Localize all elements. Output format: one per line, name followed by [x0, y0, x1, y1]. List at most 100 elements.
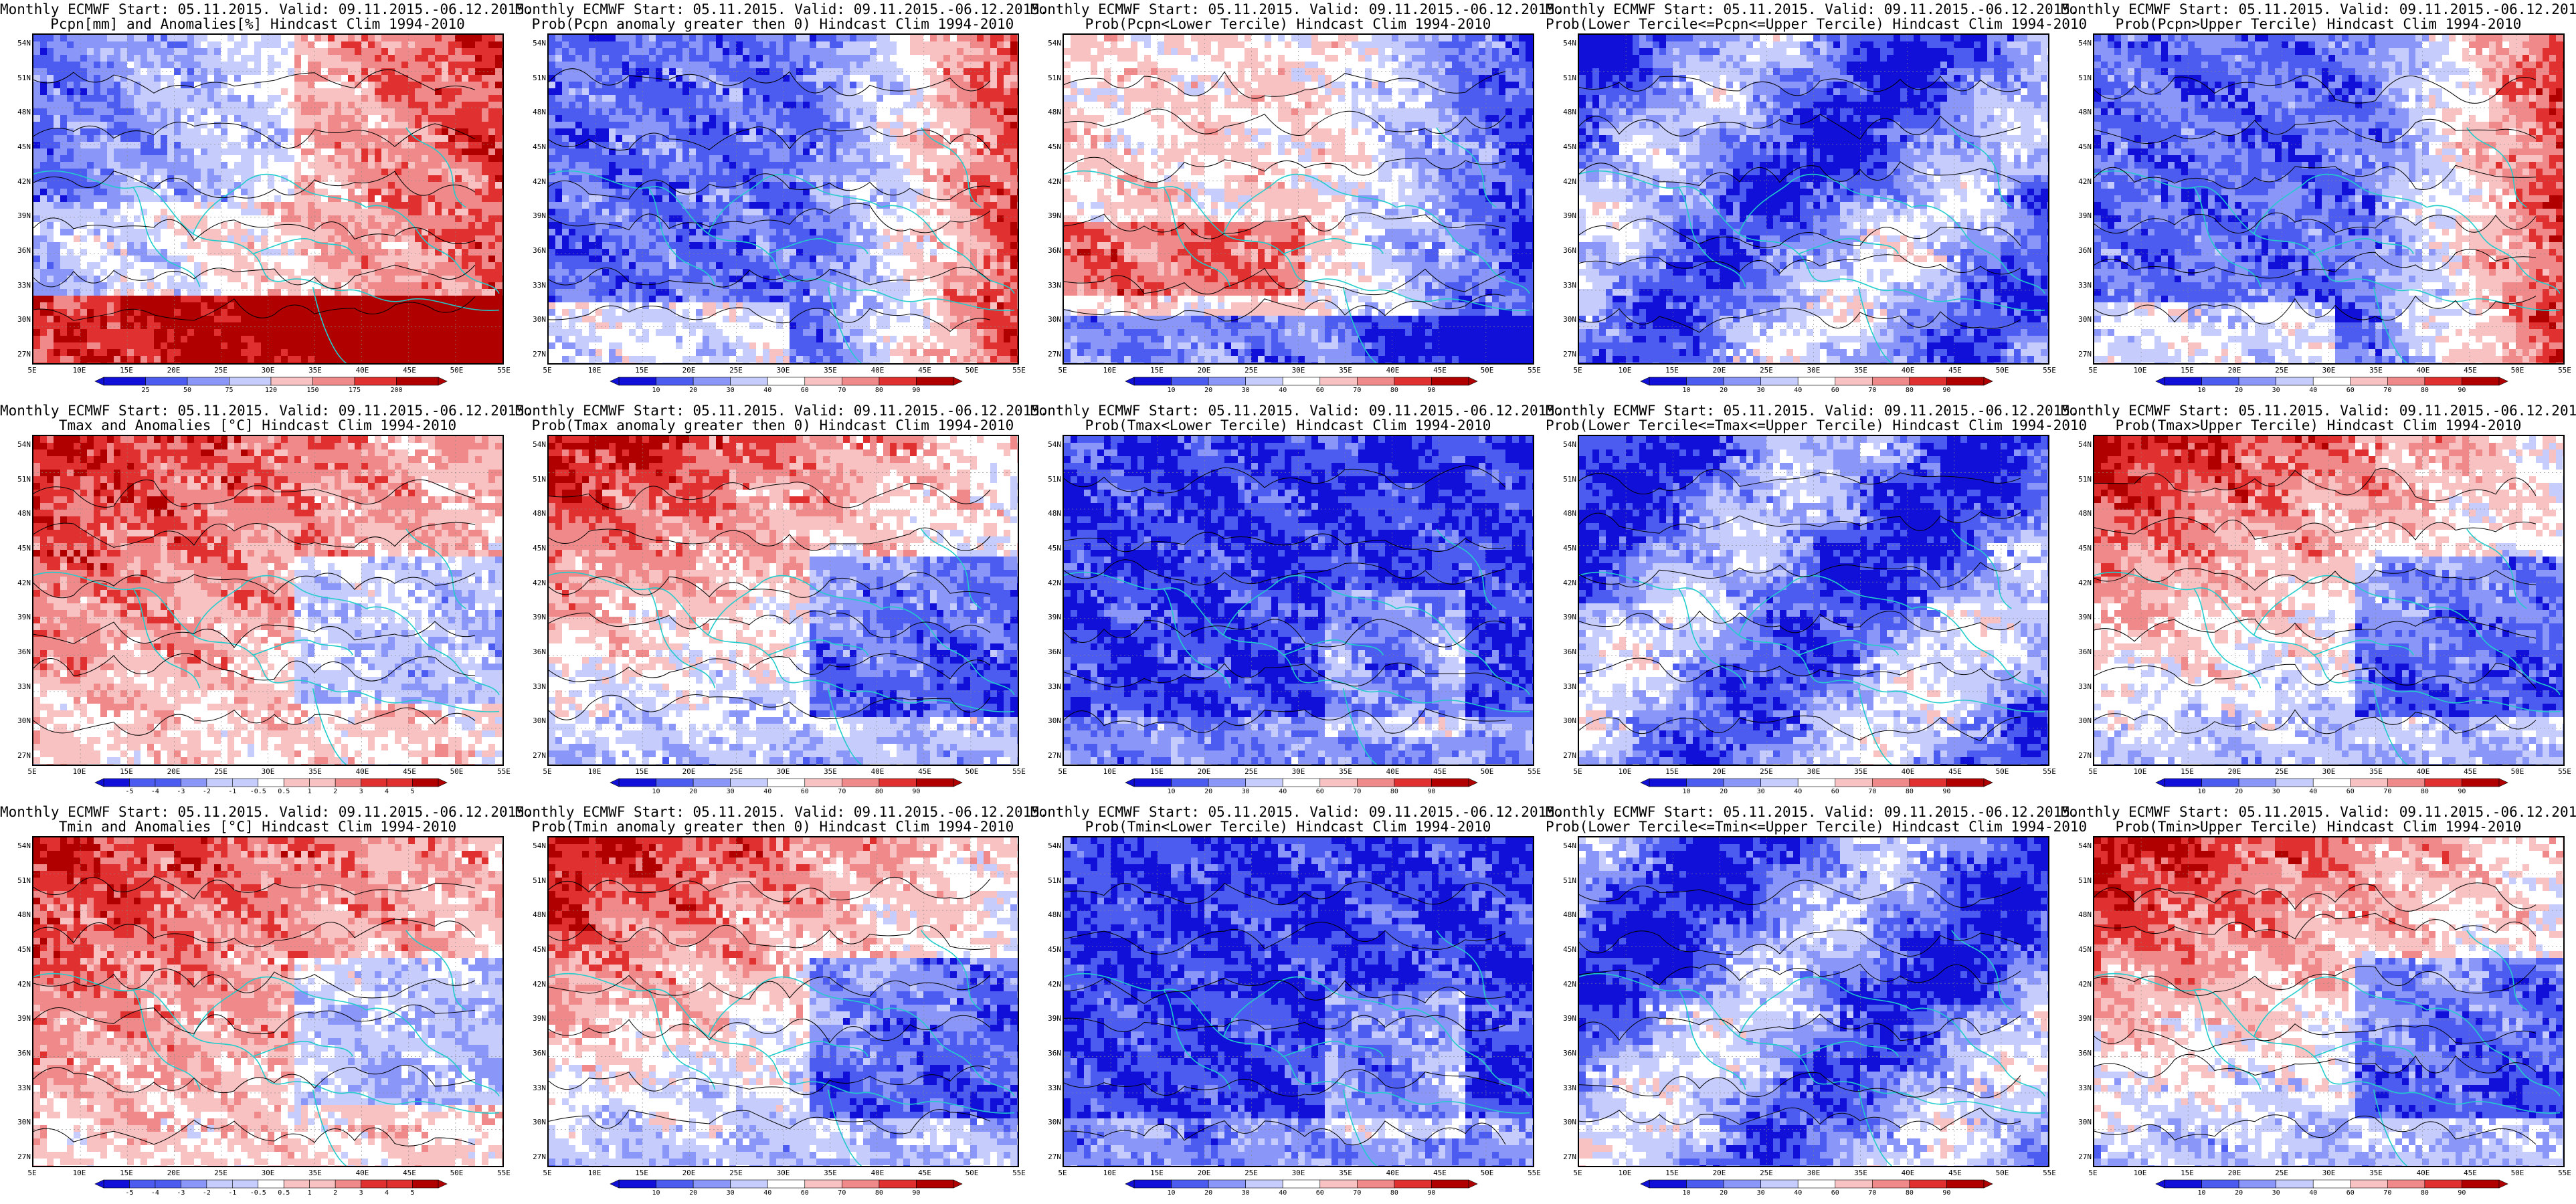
colorbar — [1125, 377, 1478, 386]
colorbar-tick-label: 70 — [828, 788, 855, 795]
lon-tick-label: 30E — [1285, 366, 1312, 375]
lat-tick-label: 36N — [1030, 246, 1061, 255]
lat-tick-label: 39N — [2061, 211, 2092, 220]
colorbar — [1125, 778, 1478, 787]
map-panel: Monthly ECMWF Start: 05.11.2015. Valid: … — [2061, 803, 2576, 1204]
lon-tick-label: 10E — [2127, 366, 2154, 375]
lat-tick-label: 39N — [1030, 613, 1061, 621]
colorbar-tick-label: 90 — [1933, 788, 1960, 795]
lon-tick-label: 30E — [1801, 1169, 1827, 1177]
colorbar-tick-label: 90 — [903, 1189, 929, 1197]
lat-tick-label: 54N — [1030, 440, 1061, 449]
lon-tick-label: 55E — [1521, 767, 1548, 776]
colorbar-tick-label: 30 — [2263, 788, 2290, 795]
lat-tick-label: 51N — [1030, 475, 1061, 484]
panel-title-line1: Monthly ECMWF Start: 05.11.2015. Valid: … — [0, 403, 533, 419]
lat-tick-label: 51N — [515, 475, 546, 484]
lon-tick-label: 20E — [161, 767, 187, 776]
colorbar-tick-label: 20 — [2225, 387, 2252, 394]
lon-tick-label: 30E — [1285, 767, 1312, 776]
lon-tick-label: 15E — [628, 767, 655, 776]
lon-tick-label: 30E — [2316, 767, 2342, 776]
lon-tick-label: 15E — [1659, 366, 1685, 375]
colorbar-tick-label: 10 — [1158, 1189, 1185, 1197]
lat-tick-label: 45N — [2061, 945, 2092, 954]
map-panel: Monthly ECMWF Start: 05.11.2015. Valid: … — [1030, 803, 1564, 1204]
colorbar-tick-label: 60 — [1307, 1189, 1333, 1197]
lon-tick-label: 50E — [1989, 366, 2016, 375]
lon-tick-label: 25E — [207, 1169, 234, 1177]
lon-tick-label: 35E — [302, 767, 329, 776]
lon-tick-label: 45E — [911, 1169, 938, 1177]
colorbar-tick-label: 20 — [2225, 788, 2252, 795]
lon-tick-label: 10E — [2127, 1169, 2154, 1177]
lon-tick-label: 35E — [817, 1169, 844, 1177]
map-frame — [2093, 435, 2565, 766]
colorbar-tick-label: 80 — [1381, 1189, 1408, 1197]
lon-tick-label: 5E — [19, 1169, 45, 1177]
colorbar-tick-label: 60 — [792, 788, 818, 795]
colorbar-tick-label: 30 — [717, 1189, 744, 1197]
lon-tick-label: 50E — [1474, 1169, 1501, 1177]
colorbar-tick-label: 5 — [399, 1189, 426, 1197]
colorbar-tick-label: 40 — [1269, 387, 1296, 394]
lat-tick-label: 54N — [2061, 841, 2092, 850]
map-field — [1579, 436, 2048, 765]
lat-tick-label: 36N — [2061, 1049, 2092, 1058]
lat-tick-label: 27N — [0, 350, 31, 359]
panel-title-line2: Prob(Tmax>Upper Tercile) Hindcast Clim 1… — [2061, 417, 2576, 433]
lat-tick-label: 39N — [2061, 1014, 2092, 1023]
lon-tick-label: 50E — [444, 767, 470, 776]
lon-tick-label: 25E — [1238, 1169, 1265, 1177]
colorbar — [94, 778, 448, 787]
colorbar-tick-label: 30 — [717, 788, 744, 795]
lat-tick-label: 39N — [1030, 211, 1061, 220]
lat-tick-label: 39N — [1546, 1014, 1576, 1023]
colorbar-tick-label: 90 — [2448, 1189, 2475, 1197]
lat-tick-label: 42N — [515, 177, 546, 186]
lon-tick-label: 30E — [255, 767, 282, 776]
colorbar-tick-label: 20 — [1195, 1189, 1222, 1197]
colorbar-tick-label: 30 — [1748, 788, 1774, 795]
lon-tick-label: 50E — [2504, 366, 2531, 375]
lat-tick-label: 30N — [2061, 716, 2092, 725]
lon-tick-label: 15E — [113, 366, 140, 375]
lon-tick-label: 40E — [1380, 1169, 1406, 1177]
lon-tick-label: 45E — [1942, 366, 1968, 375]
colorbar-tick-label: 80 — [2411, 788, 2438, 795]
lon-tick-label: 25E — [207, 366, 234, 375]
lat-tick-label: 33N — [0, 281, 31, 290]
lon-tick-label: 45E — [1427, 366, 1453, 375]
panel-title-line2: Pcpn[mm] and Anomalies[%] Hindcast Clim … — [0, 16, 515, 32]
map-field — [1064, 436, 1533, 765]
lat-tick-label: 30N — [1546, 315, 1576, 324]
lon-tick-label: 10E — [1612, 767, 1639, 776]
lat-tick-label: 27N — [1030, 350, 1061, 359]
lon-tick-label: 45E — [1427, 1169, 1453, 1177]
lat-tick-label: 30N — [1546, 1118, 1576, 1126]
lat-tick-label: 33N — [2061, 682, 2092, 691]
colorbar — [2155, 377, 2508, 386]
lon-tick-label: 30E — [1285, 1169, 1312, 1177]
colorbar-tick-label: 60 — [2337, 1189, 2364, 1197]
colorbar — [2155, 778, 2508, 787]
map-panel: Monthly ECMWF Start: 05.11.2015. Valid: … — [0, 0, 533, 401]
colorbar-tick-label: 1 — [296, 1189, 323, 1197]
lon-tick-label: 40E — [864, 767, 891, 776]
lon-tick-label: 35E — [1847, 1169, 1874, 1177]
map-frame — [547, 836, 1019, 1167]
lon-tick-label: 55E — [1006, 366, 1032, 375]
lat-tick-label: 42N — [0, 579, 31, 587]
lon-tick-label: 10E — [581, 366, 608, 375]
lat-tick-label: 33N — [2061, 1084, 2092, 1092]
lon-tick-label: 15E — [628, 366, 655, 375]
lat-tick-label: 27N — [1030, 751, 1061, 760]
colorbar-tick-label: 20 — [1710, 788, 1737, 795]
lat-tick-label: 39N — [1546, 613, 1576, 621]
lat-tick-label: 30N — [1030, 315, 1061, 324]
lat-tick-label: 39N — [515, 613, 546, 621]
colorbar-tick-label: 20 — [680, 387, 707, 394]
colorbar-tick-label: 20 — [1710, 1189, 1737, 1197]
lat-tick-label: 42N — [0, 177, 31, 186]
lon-tick-label: 40E — [1380, 366, 1406, 375]
